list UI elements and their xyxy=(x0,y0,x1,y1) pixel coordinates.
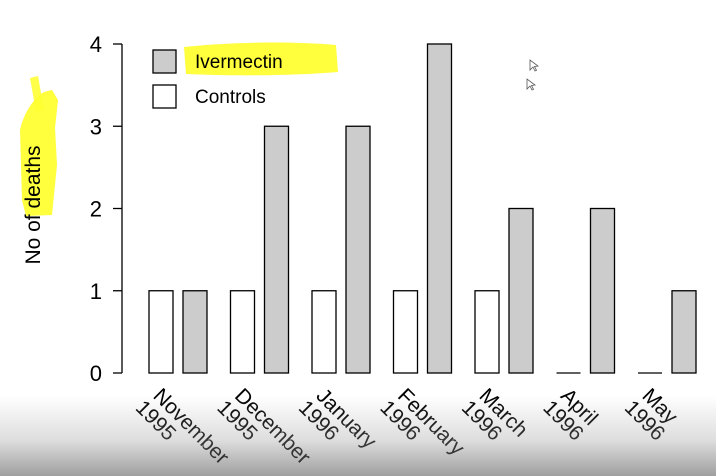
x-tick-label: November1995 xyxy=(131,381,233,476)
legend-label-ivermectin: Ivermectin xyxy=(195,52,283,73)
highlighter-marks xyxy=(20,42,338,216)
highlight-ylabel-stroke xyxy=(30,76,44,112)
y-axis-label: No of deaths xyxy=(22,145,45,264)
y-tick-label: 4 xyxy=(90,32,102,57)
y-axis-label-part-2: deaths xyxy=(22,145,45,208)
bar-ivermectin xyxy=(426,43,453,374)
y-tick-label: 1 xyxy=(90,279,102,304)
x-tick-label: March1996 xyxy=(457,381,532,456)
mouse-pointers xyxy=(526,59,540,91)
bar-ivermectin xyxy=(263,125,290,374)
bar-controls xyxy=(229,290,256,374)
highlight-legend-ivermectin xyxy=(184,42,338,76)
bars xyxy=(148,43,697,374)
legend-swatch-ivermectin xyxy=(152,49,177,74)
bar-ivermectin xyxy=(508,207,534,374)
highlight-ylabel-deaths xyxy=(20,90,58,216)
bar-controls xyxy=(392,290,419,374)
legend-swatch-controls xyxy=(152,84,177,109)
bar-ivermectin xyxy=(345,125,371,374)
bar-controls xyxy=(474,290,500,374)
x-tick-label: December1995 xyxy=(212,381,314,476)
y-tick-label: 2 xyxy=(90,197,102,222)
x-tick-label: May1996 xyxy=(620,381,684,445)
y-tick-label: 3 xyxy=(90,114,102,139)
bar-controls xyxy=(148,290,174,374)
bar-ivermectin xyxy=(671,290,697,374)
y-axis-label-part-1: No of xyxy=(22,209,45,265)
x-tick-label: February1996 xyxy=(375,381,469,475)
legend: Ivermectin Controls xyxy=(152,49,283,109)
bar-controls xyxy=(311,290,337,374)
y-tick-label: 0 xyxy=(90,361,102,386)
y-axis: 0 1 2 3 4 xyxy=(90,32,123,386)
legend-label-controls: Controls xyxy=(195,87,266,108)
x-tick-labels: November1995 December1995 January1996 Febru… xyxy=(131,381,684,476)
x-tick-label: April1996 xyxy=(538,381,602,445)
bar-ivermectin xyxy=(589,207,616,374)
cursor-arrow-icon xyxy=(529,59,540,72)
cursor-arrow-icon xyxy=(526,78,537,91)
bar-ivermectin xyxy=(182,290,208,374)
